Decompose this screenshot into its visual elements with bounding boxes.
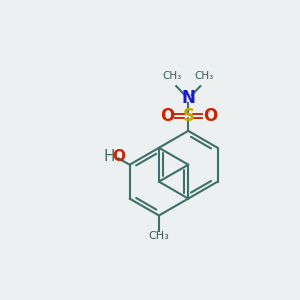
Text: H: H (103, 149, 115, 164)
Text: O: O (112, 149, 125, 164)
Text: CH₃: CH₃ (148, 231, 169, 241)
Text: CH₃: CH₃ (163, 71, 182, 81)
Text: CH₃: CH₃ (194, 71, 214, 81)
Text: N: N (181, 89, 195, 107)
Text: O: O (160, 107, 174, 125)
Text: S: S (182, 107, 194, 125)
Text: O: O (202, 107, 217, 125)
